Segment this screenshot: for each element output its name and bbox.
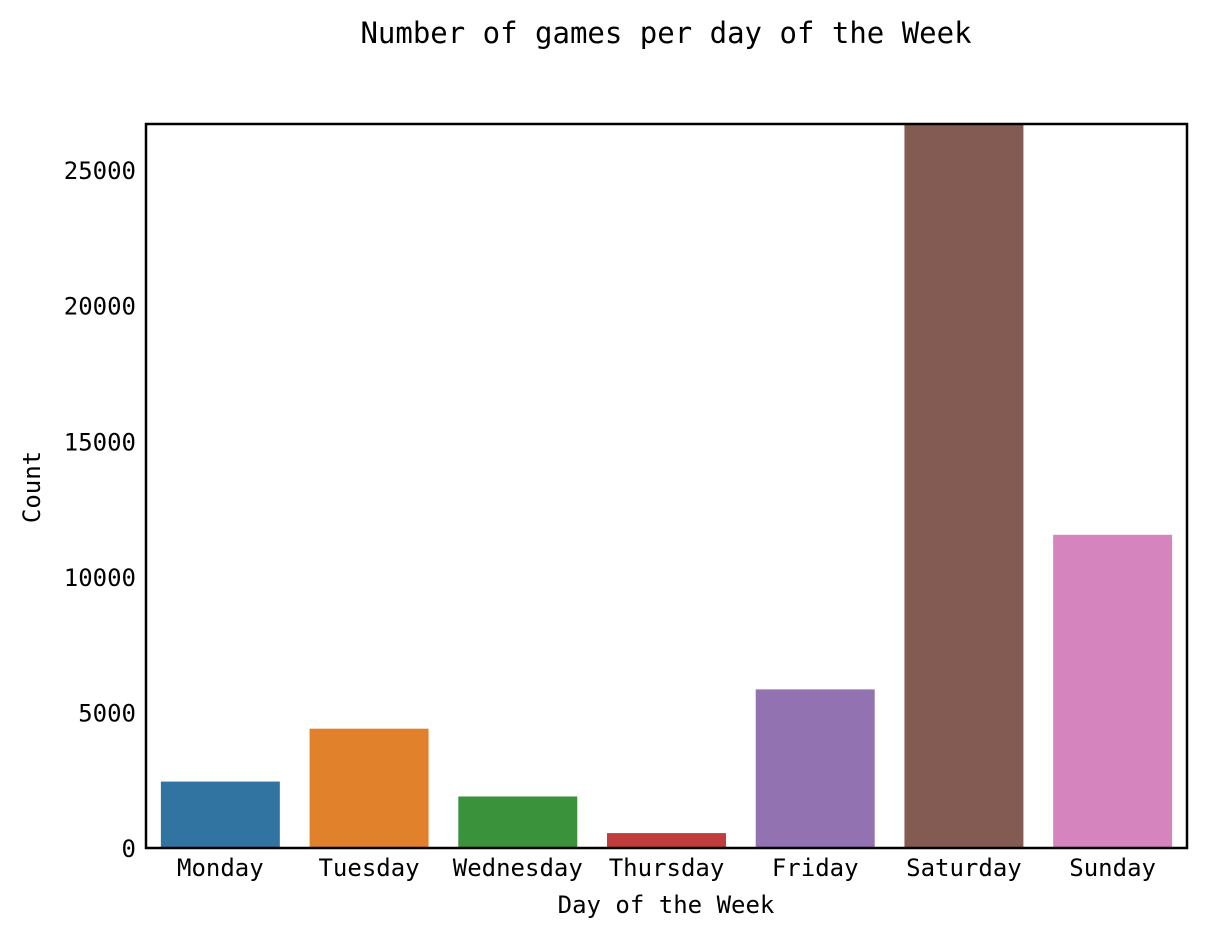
y-axis-ticks: 0 5000 10000 15000 20000 25000: [64, 157, 136, 863]
x-tick-label-friday: Friday: [772, 854, 859, 882]
y-tick-label-0: 0: [122, 835, 136, 863]
plot-frame: [144, 122, 1189, 850]
y-tick-label-10000: 10000: [64, 564, 136, 592]
y-axis-label: Count: [18, 451, 46, 523]
x-tick-label-wednesday: Wednesday: [453, 854, 583, 882]
x-axis-ticks: Monday Tuesday Wednesday Thursday Friday Satu…: [177, 854, 1156, 882]
y-tick-label-25000: 25000: [64, 157, 136, 185]
bar-saturday: [904, 124, 1024, 848]
x-tick-label-saturday: Saturday: [906, 854, 1022, 882]
x-tick-label-monday: Monday: [177, 854, 264, 882]
bars-group: [160, 124, 1173, 848]
y-tick-label-15000: 15000: [64, 428, 136, 456]
y-tick-label-20000: 20000: [64, 293, 136, 321]
bar-friday: [755, 689, 875, 848]
bar-wednesday: [458, 796, 578, 848]
bar-tuesday: [309, 728, 429, 848]
y-tick-label-5000: 5000: [78, 699, 136, 727]
x-tick-label-thursday: Thursday: [609, 854, 725, 882]
x-tick-label-tuesday: Tuesday: [318, 854, 419, 882]
bar-monday: [160, 781, 280, 848]
x-axis-label: Day of the Week: [558, 891, 775, 919]
bar-thursday: [607, 833, 726, 848]
bar-sunday: [1053, 534, 1173, 848]
chart-title: Number of games per day of the Week: [360, 16, 972, 50]
x-tick-label-sunday: Sunday: [1069, 854, 1156, 882]
